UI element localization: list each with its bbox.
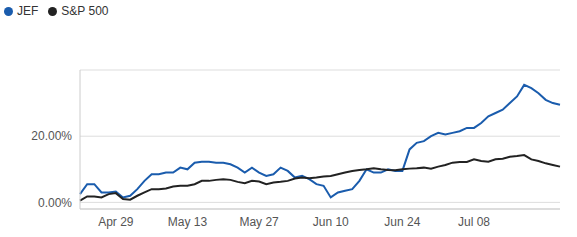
svg-text:Apr 29: Apr 29 bbox=[98, 215, 134, 229]
svg-text:May 27: May 27 bbox=[239, 215, 279, 229]
html-text:S&P 500: S&P 500 bbox=[61, 4, 109, 18]
svg-text:20.00%: 20.00% bbox=[31, 129, 72, 143]
svg-text:0.00%: 0.00% bbox=[38, 196, 72, 210]
svg-text:Jul 08: Jul 08 bbox=[458, 215, 490, 229]
html-text:JEF: JEF bbox=[17, 4, 39, 18]
svg-text:Jun 24: Jun 24 bbox=[384, 215, 420, 229]
svg-text:Jun 10: Jun 10 bbox=[313, 215, 349, 229]
svg-text:May 13: May 13 bbox=[168, 215, 208, 229]
